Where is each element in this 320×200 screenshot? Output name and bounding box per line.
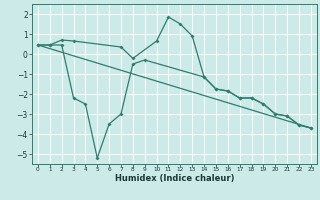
X-axis label: Humidex (Indice chaleur): Humidex (Indice chaleur) bbox=[115, 174, 234, 183]
